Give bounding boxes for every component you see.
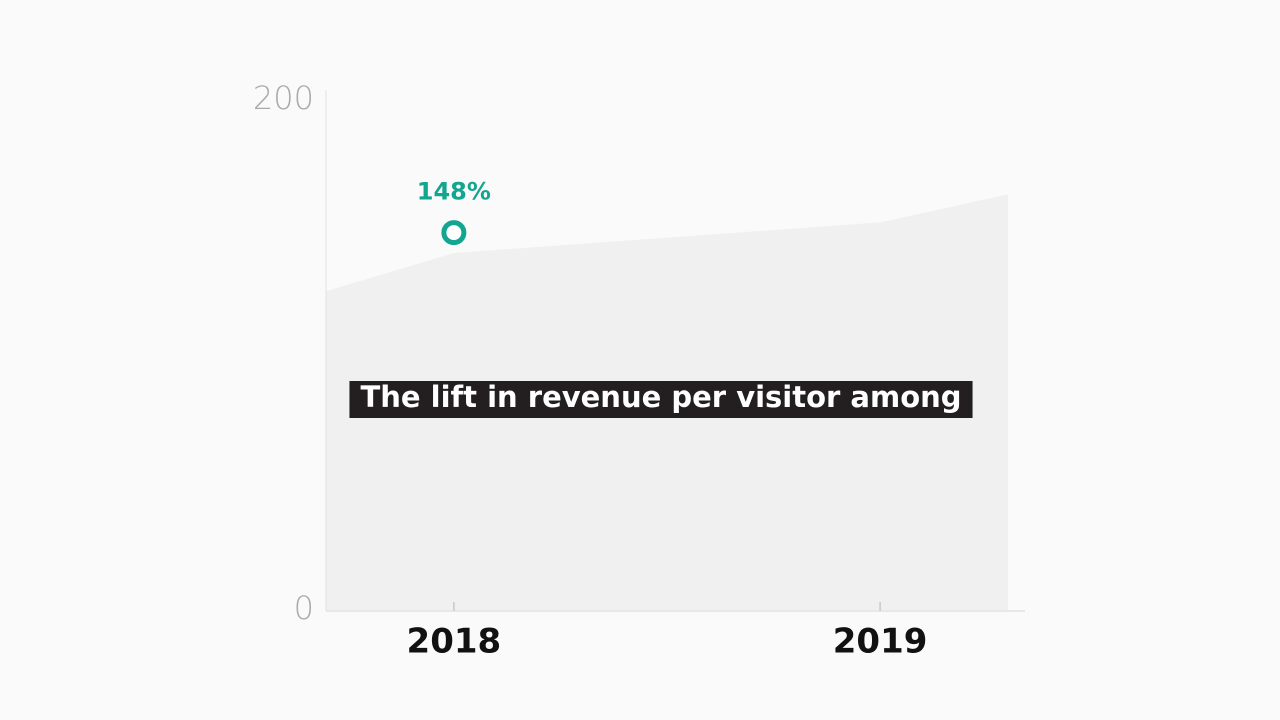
x-tick-label: 2018 (407, 622, 502, 662)
annotation: The lift in revenue per visitor among (360, 380, 961, 414)
highlight-marker (441, 220, 467, 246)
annotation-box (349, 381, 973, 418)
y-tick-label: 0 (294, 589, 314, 627)
highlight-label: 148% (417, 178, 491, 206)
y-tick-label: 200 (253, 79, 314, 117)
x-tick-label: 2019 (833, 622, 928, 662)
